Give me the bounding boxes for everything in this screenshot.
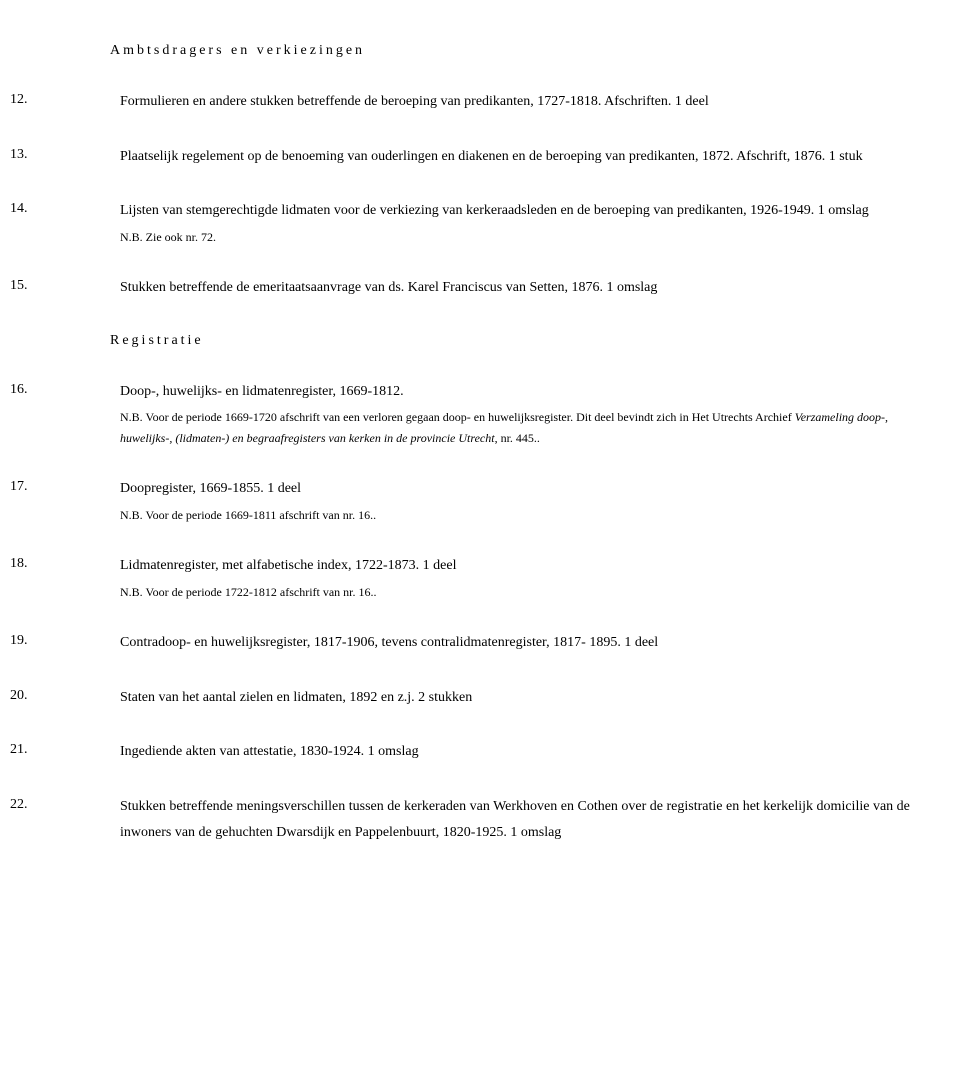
document-root: Ambtsdragers en verkiezingen 12.Formulier… — [0, 40, 910, 847]
entry-note: N.B. Voor de periode 1669-1720 afschrift… — [120, 407, 910, 448]
entry-text: Doop-, huwelijks- en lidmatenregister, 1… — [120, 379, 910, 406]
entry-text: Lijsten van stemgerechtigde lidmaten voo… — [120, 198, 910, 225]
archive-entry: 20.Staten van het aantal zielen en lidma… — [0, 685, 910, 712]
entry-text: Doopregister, 1669-1855. 1 deel — [120, 476, 910, 503]
entry-text: Lidmatenregister, met alfabetische index… — [120, 553, 910, 580]
entry-text: Contradoop- en huwelijksregister, 1817-1… — [120, 630, 910, 657]
entry-note-text: , nr. 445.. — [495, 431, 540, 445]
entry-body: Lidmatenregister, met alfabetische index… — [120, 553, 910, 602]
entry-body: Doopregister, 1669-1855. 1 deelN.B. Voor… — [120, 476, 910, 525]
archive-entry: 12.Formulieren en andere stukken betreff… — [0, 89, 910, 116]
entry-number: 14. — [0, 198, 120, 219]
archive-entry: 16.Doop-, huwelijks- en lidmatenregister… — [0, 379, 910, 448]
entry-number: 20. — [0, 685, 120, 706]
entry-number: 18. — [0, 553, 120, 574]
entry-text: Ingediende akten van attestatie, 1830-19… — [120, 739, 910, 766]
entry-number: 13. — [0, 144, 120, 165]
archive-entry: 13.Plaatselijk regelement op de benoemin… — [0, 144, 910, 171]
archive-entry: 14.Lijsten van stemgerechtigde lidmaten … — [0, 198, 910, 247]
entry-body: Lijsten van stemgerechtigde lidmaten voo… — [120, 198, 910, 247]
entry-body: Ingediende akten van attestatie, 1830-19… — [120, 739, 910, 766]
entry-body: Formulieren en andere stukken betreffend… — [120, 89, 910, 116]
entry-number: 16. — [0, 379, 120, 400]
entry-number: 15. — [0, 275, 120, 296]
entry-number: 19. — [0, 630, 120, 651]
entry-text: Staten van het aantal zielen en lidmaten… — [120, 685, 910, 712]
archive-entry: 17.Doopregister, 1669-1855. 1 deelN.B. V… — [0, 476, 910, 525]
archive-entry: 18.Lidmatenregister, met alfabetische in… — [0, 553, 910, 602]
entry-number: 21. — [0, 739, 120, 760]
entry-number: 12. — [0, 89, 120, 110]
archive-entry: 19.Contradoop- en huwelijksregister, 181… — [0, 630, 910, 657]
archive-entry: 21.Ingediende akten van attestatie, 1830… — [0, 739, 910, 766]
section-heading: Ambtsdragers en verkiezingen — [110, 40, 910, 61]
entry-body: Doop-, huwelijks- en lidmatenregister, 1… — [120, 379, 910, 448]
entry-body: Stukken betreffende meningsverschillen t… — [120, 794, 910, 847]
entry-number: 22. — [0, 794, 120, 815]
archive-entry: 22.Stukken betreffende meningsverschille… — [0, 794, 910, 847]
entry-body: Plaatselijk regelement op de benoeming v… — [120, 144, 910, 171]
entry-note-text: N.B. Voor de periode 1669-1720 afschrift… — [120, 410, 795, 424]
entry-number: 17. — [0, 476, 120, 497]
entry-text: Formulieren en andere stukken betreffend… — [120, 89, 910, 116]
entry-note: N.B. Voor de periode 1669-1811 afschrift… — [120, 505, 910, 525]
section-heading: Registratie — [110, 330, 910, 351]
entry-body: Stukken betreffende de emeritaatsaanvrag… — [120, 275, 910, 302]
entry-text: Plaatselijk regelement op de benoeming v… — [120, 144, 910, 171]
archive-entry: 15.Stukken betreffende de emeritaatsaanv… — [0, 275, 910, 302]
entry-text: Stukken betreffende meningsverschillen t… — [120, 794, 910, 847]
entry-body: Staten van het aantal zielen en lidmaten… — [120, 685, 910, 712]
entry-note: N.B. Voor de periode 1722-1812 afschrift… — [120, 582, 910, 602]
entry-text: Stukken betreffende de emeritaatsaanvrag… — [120, 275, 910, 302]
entry-body: Contradoop- en huwelijksregister, 1817-1… — [120, 630, 910, 657]
entry-note: N.B. Zie ook nr. 72. — [120, 227, 910, 247]
